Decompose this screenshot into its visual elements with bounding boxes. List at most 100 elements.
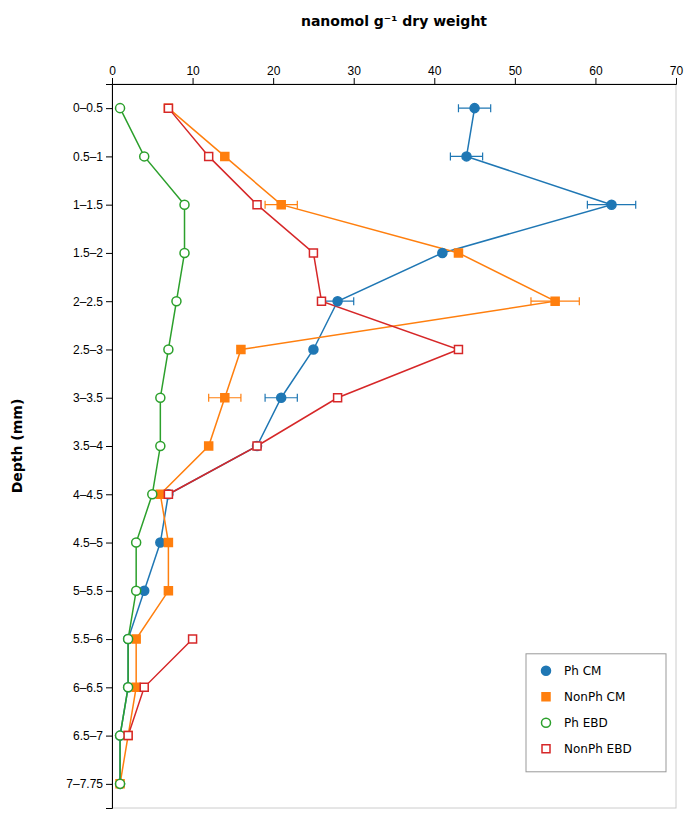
tick-mark [106, 398, 112, 399]
error-bar [531, 297, 579, 305]
tick-mark [434, 78, 435, 84]
tick-mark [106, 494, 112, 495]
legend-label: Ph CM [564, 664, 601, 678]
series-line [128, 108, 458, 735]
data-point [164, 539, 172, 547]
tick-mark [106, 687, 112, 688]
data-point [438, 248, 447, 257]
error-bar [265, 201, 297, 209]
legend: Ph CMNonPh CMPh EBDNonPh EBD [526, 654, 666, 772]
data-point [116, 731, 125, 740]
data-point [116, 779, 125, 788]
tick-label: 30 [348, 64, 362, 78]
data-point [221, 152, 229, 160]
data-point [124, 683, 133, 692]
y-tick: 1–1.5 [73, 198, 112, 212]
tick-label: 3–3.5 [73, 391, 103, 405]
x-tick: 70 [670, 64, 684, 84]
error-bar [209, 394, 241, 402]
tick-label: 1.5–2 [73, 246, 103, 260]
tick-label: 5.5–6 [73, 632, 103, 646]
data-point [551, 297, 559, 305]
y-tick: 1.5–2 [73, 246, 112, 260]
y-tick: 4.5–5 [73, 536, 112, 550]
data-point [164, 587, 172, 595]
tick-label: 70 [670, 64, 684, 78]
data-point [124, 635, 133, 644]
tick-label: 4.5–5 [73, 536, 103, 550]
x-tick: 50 [509, 64, 523, 84]
tick-mark [106, 639, 112, 640]
data-point [132, 538, 141, 547]
tick-label: 2–2.5 [73, 295, 103, 309]
tick-label: 7–7.75 [66, 777, 103, 791]
tick-mark [106, 349, 112, 350]
y-tick: 6–6.5 [73, 681, 112, 695]
data-point [607, 200, 616, 209]
y-tick: 2–2.5 [73, 295, 112, 309]
data-point [164, 345, 173, 354]
data-point [124, 732, 132, 740]
data-point [205, 442, 213, 450]
tick-mark [106, 108, 112, 109]
error-bar [321, 297, 353, 305]
axis-line [106, 85, 113, 809]
tick-label: 60 [589, 64, 603, 78]
legend-frame [526, 654, 666, 772]
tick-mark [354, 78, 355, 84]
series-line [120, 108, 555, 784]
tick-mark [273, 78, 274, 84]
y-tick: 4–4.5 [73, 488, 112, 502]
data-point [317, 297, 325, 305]
legend-symbol [541, 666, 550, 675]
data-point [132, 586, 141, 595]
chart: 0 10 20 30 40 50 60 70 0–0.5 0.5–1 1–1.5 1.5–2 2–2.5… [0, 0, 700, 832]
legend-symbol [542, 745, 550, 753]
tick-mark [595, 78, 596, 84]
data-point [309, 345, 318, 354]
tick-label: 4–4.5 [73, 488, 103, 502]
tick-label: 6–6.5 [73, 681, 103, 695]
legend-label: Ph EBD [564, 716, 608, 730]
data-point [253, 442, 261, 450]
tick-mark [106, 253, 112, 254]
tick-mark [193, 78, 194, 84]
x-axis: 0 10 20 30 40 50 60 70 [109, 64, 683, 85]
y-tick: 7–7.75 [66, 777, 112, 791]
tick-mark [106, 156, 112, 157]
tick-label: 10 [186, 64, 200, 78]
x-tick: 0 [109, 64, 116, 84]
tick-label: 2.5–3 [73, 343, 103, 357]
data-point [116, 104, 125, 113]
data-point [470, 104, 479, 113]
data-point [180, 200, 189, 209]
tick-mark [106, 736, 112, 737]
plot-frame [112, 84, 676, 808]
data-point [277, 393, 286, 402]
data-point [237, 345, 245, 353]
tick-label: 0.5–1 [73, 150, 103, 164]
data-point [156, 538, 165, 547]
x-tick: 60 [589, 64, 603, 84]
y-axis: 0–0.50.5–11–1.51.5–22–2.52.5–33–3.53.5–4… [66, 85, 112, 809]
tick-label: 40 [428, 64, 442, 78]
x-tick: 40 [428, 64, 442, 84]
data-point [333, 297, 342, 306]
data-point [164, 104, 172, 112]
legend-label: NonPh EBD [564, 742, 632, 756]
data-point [148, 490, 157, 499]
tick-mark [106, 205, 112, 206]
x-tick: 30 [348, 64, 362, 84]
data-point [462, 152, 471, 161]
data-point [454, 249, 462, 257]
data-point [277, 201, 285, 209]
y-tick: 5.5–6 [73, 632, 112, 646]
tick-mark [106, 543, 112, 544]
tick-label: 0–0.5 [73, 101, 103, 115]
tick-label: 0 [109, 64, 116, 78]
error-bar [587, 201, 635, 209]
x-tick: 20 [267, 64, 281, 84]
tick-mark [676, 78, 677, 84]
data-point [309, 249, 317, 257]
error-bar [450, 152, 482, 160]
